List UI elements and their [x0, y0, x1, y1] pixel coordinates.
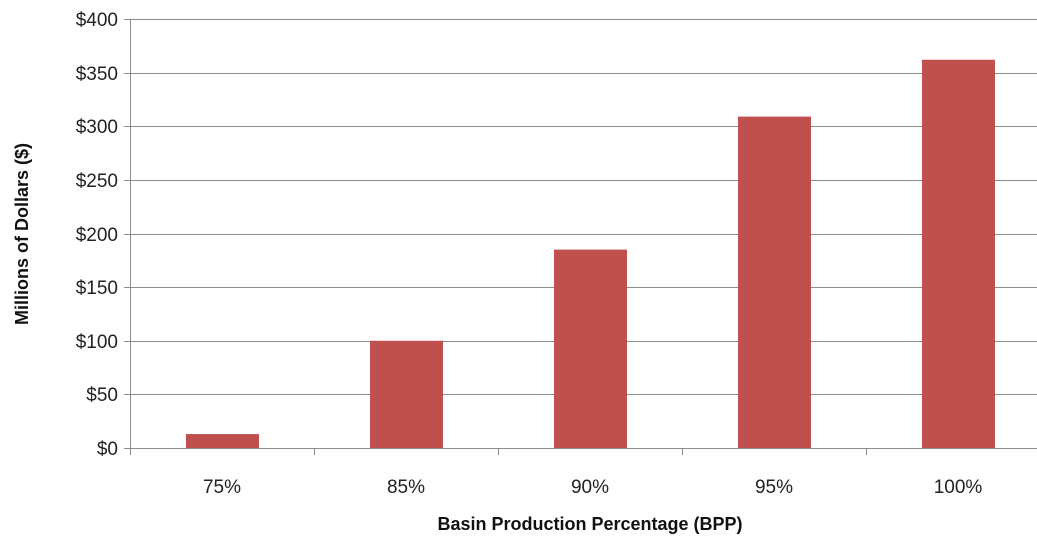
y-tick-label: $150: [76, 278, 118, 299]
y-tick-label: $300: [76, 117, 118, 138]
x-tick-label: 90%: [571, 477, 609, 498]
y-tick-label: $50: [86, 385, 118, 406]
y-axis-title: Millions of Dollars ($): [12, 143, 32, 325]
y-tick-label: $100: [76, 332, 118, 353]
y-tick-label: $0: [97, 439, 118, 460]
bar-90pct: [554, 249, 627, 448]
bar-95pct: [738, 116, 811, 448]
axes: [124, 19, 1037, 455]
x-tick-label: 75%: [203, 477, 241, 498]
bar-100pct: [922, 59, 995, 448]
y-tick-label: $350: [76, 64, 118, 85]
y-tick-label: $400: [76, 10, 118, 31]
bar-75pct: [186, 434, 259, 448]
x-tick-label: 95%: [755, 477, 793, 498]
y-tick-label: $200: [76, 225, 118, 246]
bars: [186, 59, 995, 448]
x-tick-label: 85%: [387, 477, 425, 498]
x-tick-labels: 75% 85% 90% 95% 100%: [203, 477, 982, 498]
y-tick-labels: $0 $50 $100 $150 $200 $250 $300 $350 $400: [76, 10, 118, 460]
bar-85pct: [370, 340, 443, 448]
y-tick-label: $250: [76, 171, 118, 192]
x-tick-label: 100%: [934, 477, 983, 498]
x-axis-title: Basin Production Percentage (BPP): [437, 514, 742, 534]
